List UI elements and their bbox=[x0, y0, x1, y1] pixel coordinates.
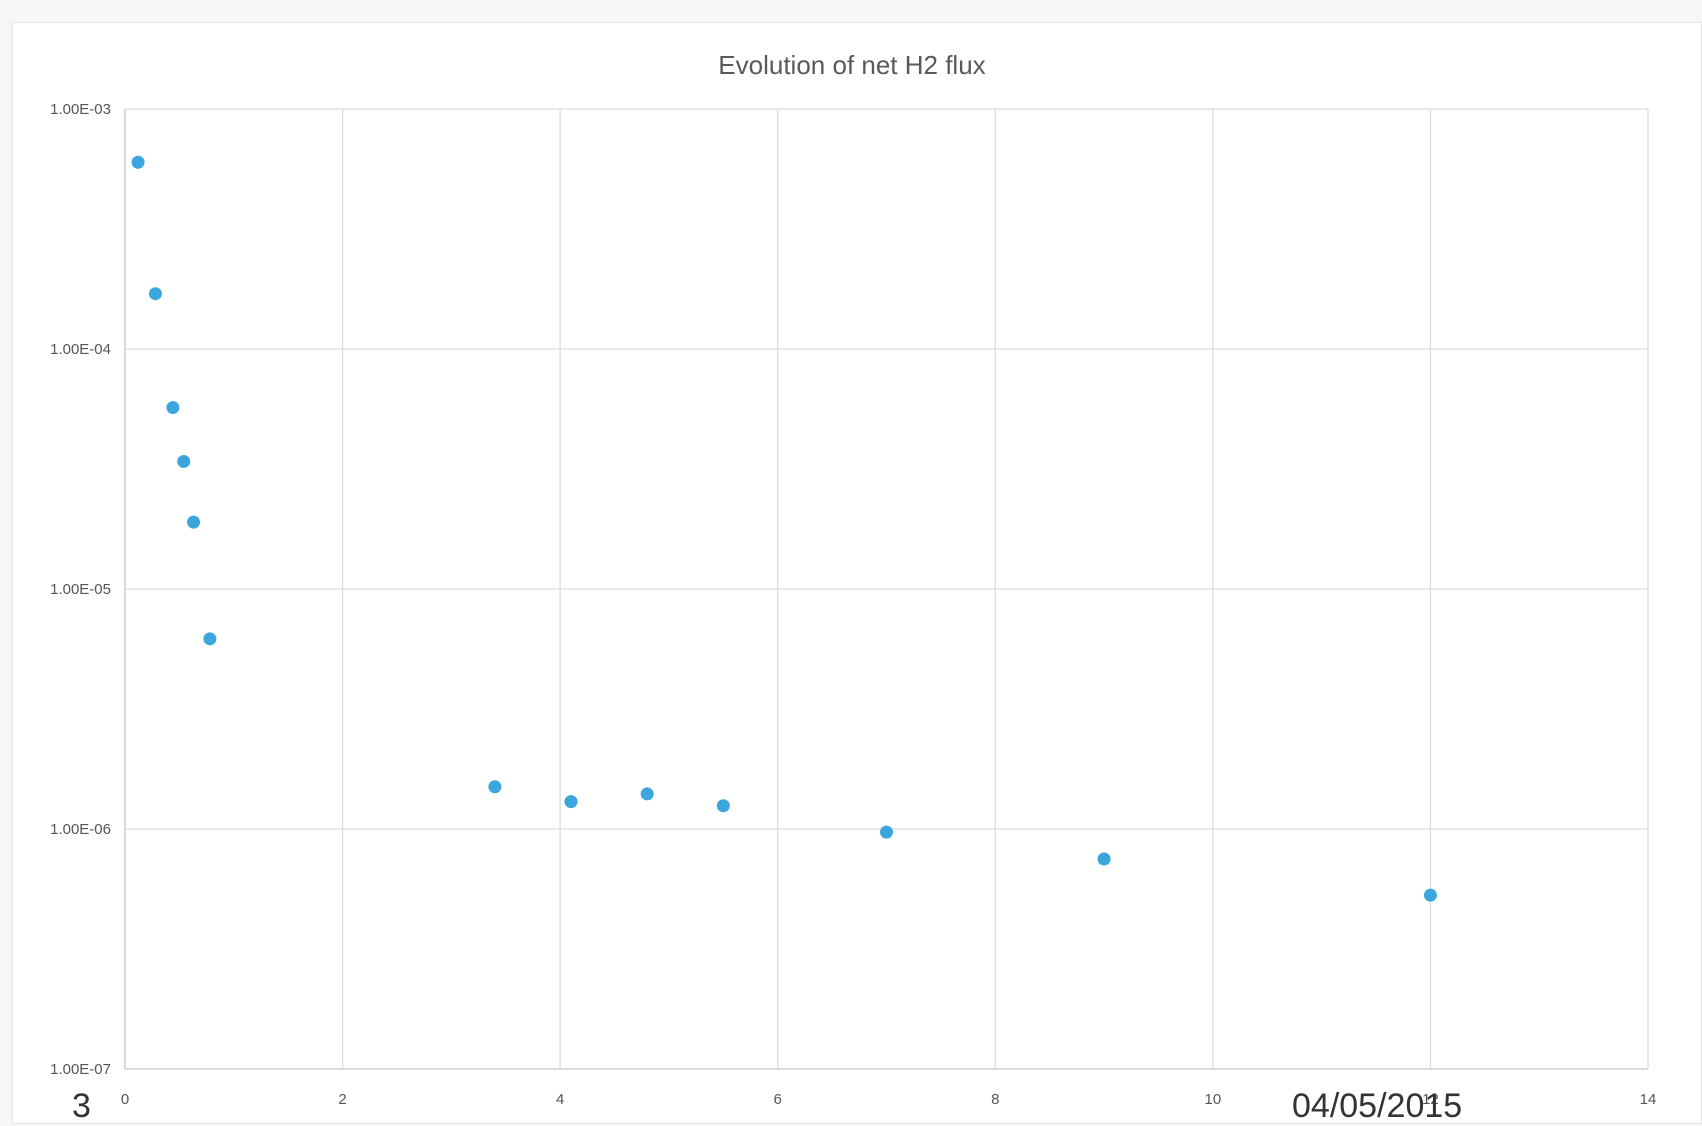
data-point bbox=[880, 825, 893, 839]
x-tick-label: 0 bbox=[121, 1091, 129, 1108]
gridlines bbox=[124, 108, 1649, 1070]
date-stamp: 04/05/2015 bbox=[1292, 1087, 1462, 1125]
data-point bbox=[166, 401, 180, 415]
chart-sheet bbox=[12, 22, 1702, 1124]
data-point bbox=[716, 799, 730, 813]
y-tick-label: 1.00E-07 bbox=[50, 1061, 111, 1078]
data-point bbox=[131, 155, 145, 169]
x-tick-label: 14 bbox=[1640, 1091, 1657, 1108]
data-point bbox=[1423, 888, 1437, 902]
data-point bbox=[564, 795, 578, 809]
y-tick-label: 1.00E-03 bbox=[50, 101, 111, 118]
y-tick-label: 1.00E-06 bbox=[50, 821, 111, 838]
data-point bbox=[640, 787, 654, 801]
tick-labels: 0 2 4 6 8 10 12 14 1.00E-07 1.00E-06 1.00E-05 1.00E… bbox=[50, 101, 1656, 1108]
x-tick-label: 10 bbox=[1205, 1091, 1222, 1108]
data-point bbox=[148, 287, 162, 301]
chart-title: Evolution of net H2 flux bbox=[718, 50, 985, 80]
x-tick-label: 4 bbox=[556, 1091, 564, 1108]
y-tick-label: 1.00E-05 bbox=[50, 581, 111, 598]
page-number: 3 bbox=[72, 1087, 91, 1125]
x-tick-label: 12 bbox=[1422, 1091, 1439, 1108]
x-tick-label: 8 bbox=[991, 1091, 999, 1108]
y-tick-label: 1.00E-04 bbox=[50, 341, 111, 358]
data-point bbox=[187, 515, 201, 529]
x-tick-label: 2 bbox=[338, 1091, 346, 1108]
x-tick-label: 6 bbox=[774, 1091, 782, 1108]
data-point bbox=[177, 454, 191, 468]
data-points bbox=[131, 155, 1437, 902]
data-point bbox=[203, 632, 217, 646]
data-point bbox=[488, 780, 502, 794]
data-point bbox=[1097, 852, 1111, 866]
